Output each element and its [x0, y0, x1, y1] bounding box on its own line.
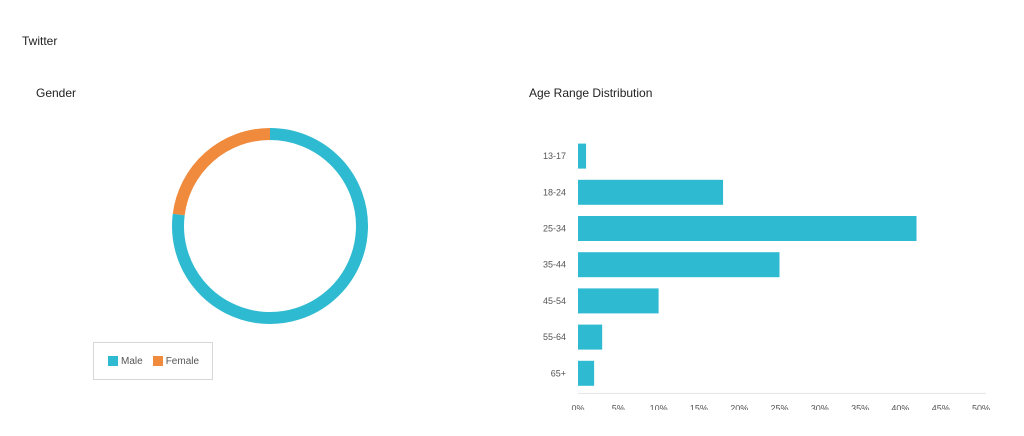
- y-tick-label: 65+: [551, 368, 566, 378]
- y-tick-label: 18-24: [543, 187, 566, 197]
- x-tick-label: 5%: [612, 403, 625, 410]
- x-tick-label: 20%: [730, 403, 748, 410]
- bar-35-44[interactable]: [578, 252, 780, 278]
- y-tick-label: 45-54: [543, 296, 566, 306]
- donut-slice-male[interactable]: [172, 128, 368, 324]
- age-bar-chart: 13-17 18-24 25-34 35-44 45-54 55-64 65+ 0% 5% 10%…: [543, 143, 990, 410]
- legend-label-female: Female: [165, 355, 200, 367]
- x-tick-label: 10%: [650, 403, 668, 410]
- age-chart-title: Age Range Distribution: [529, 86, 653, 100]
- bar-13-17[interactable]: [578, 143, 587, 169]
- bar-65+[interactable]: [578, 360, 595, 386]
- x-tick-label: 50%: [972, 403, 990, 410]
- x-tick-label: 30%: [811, 403, 829, 410]
- female-swatch: [152, 356, 163, 366]
- legend-label-male: Male: [121, 355, 143, 367]
- gender-legend: Male Female: [93, 342, 213, 380]
- y-tick-label: 55-64: [543, 332, 566, 342]
- x-tick-label: 15%: [690, 403, 708, 410]
- y-tick-label: 25-34: [543, 224, 566, 234]
- x-tick-label: 25%: [770, 403, 788, 410]
- section-title: Twitter: [22, 34, 58, 48]
- gender-chart-title: Gender: [36, 86, 77, 100]
- bar-18-24[interactable]: [578, 179, 724, 205]
- x-tick-label: 40%: [891, 403, 909, 410]
- donut-slice-female[interactable]: [172, 128, 271, 216]
- male-swatch: [108, 356, 118, 366]
- x-tick-label: 35%: [851, 403, 869, 410]
- gender-donut-chart: [172, 128, 368, 324]
- legend-item-female[interactable]: Female: [152, 355, 200, 367]
- x-tick-label: 45%: [932, 403, 950, 410]
- bar-25-34[interactable]: [578, 216, 917, 241]
- legend-item-male[interactable]: Male: [108, 356, 143, 367]
- bar-55-64[interactable]: [578, 324, 603, 350]
- x-tick-label: 0%: [571, 403, 584, 410]
- bar-45-54[interactable]: [578, 288, 659, 314]
- y-tick-label: 13-17: [543, 151, 566, 161]
- y-tick-label: 35-44: [543, 260, 566, 270]
